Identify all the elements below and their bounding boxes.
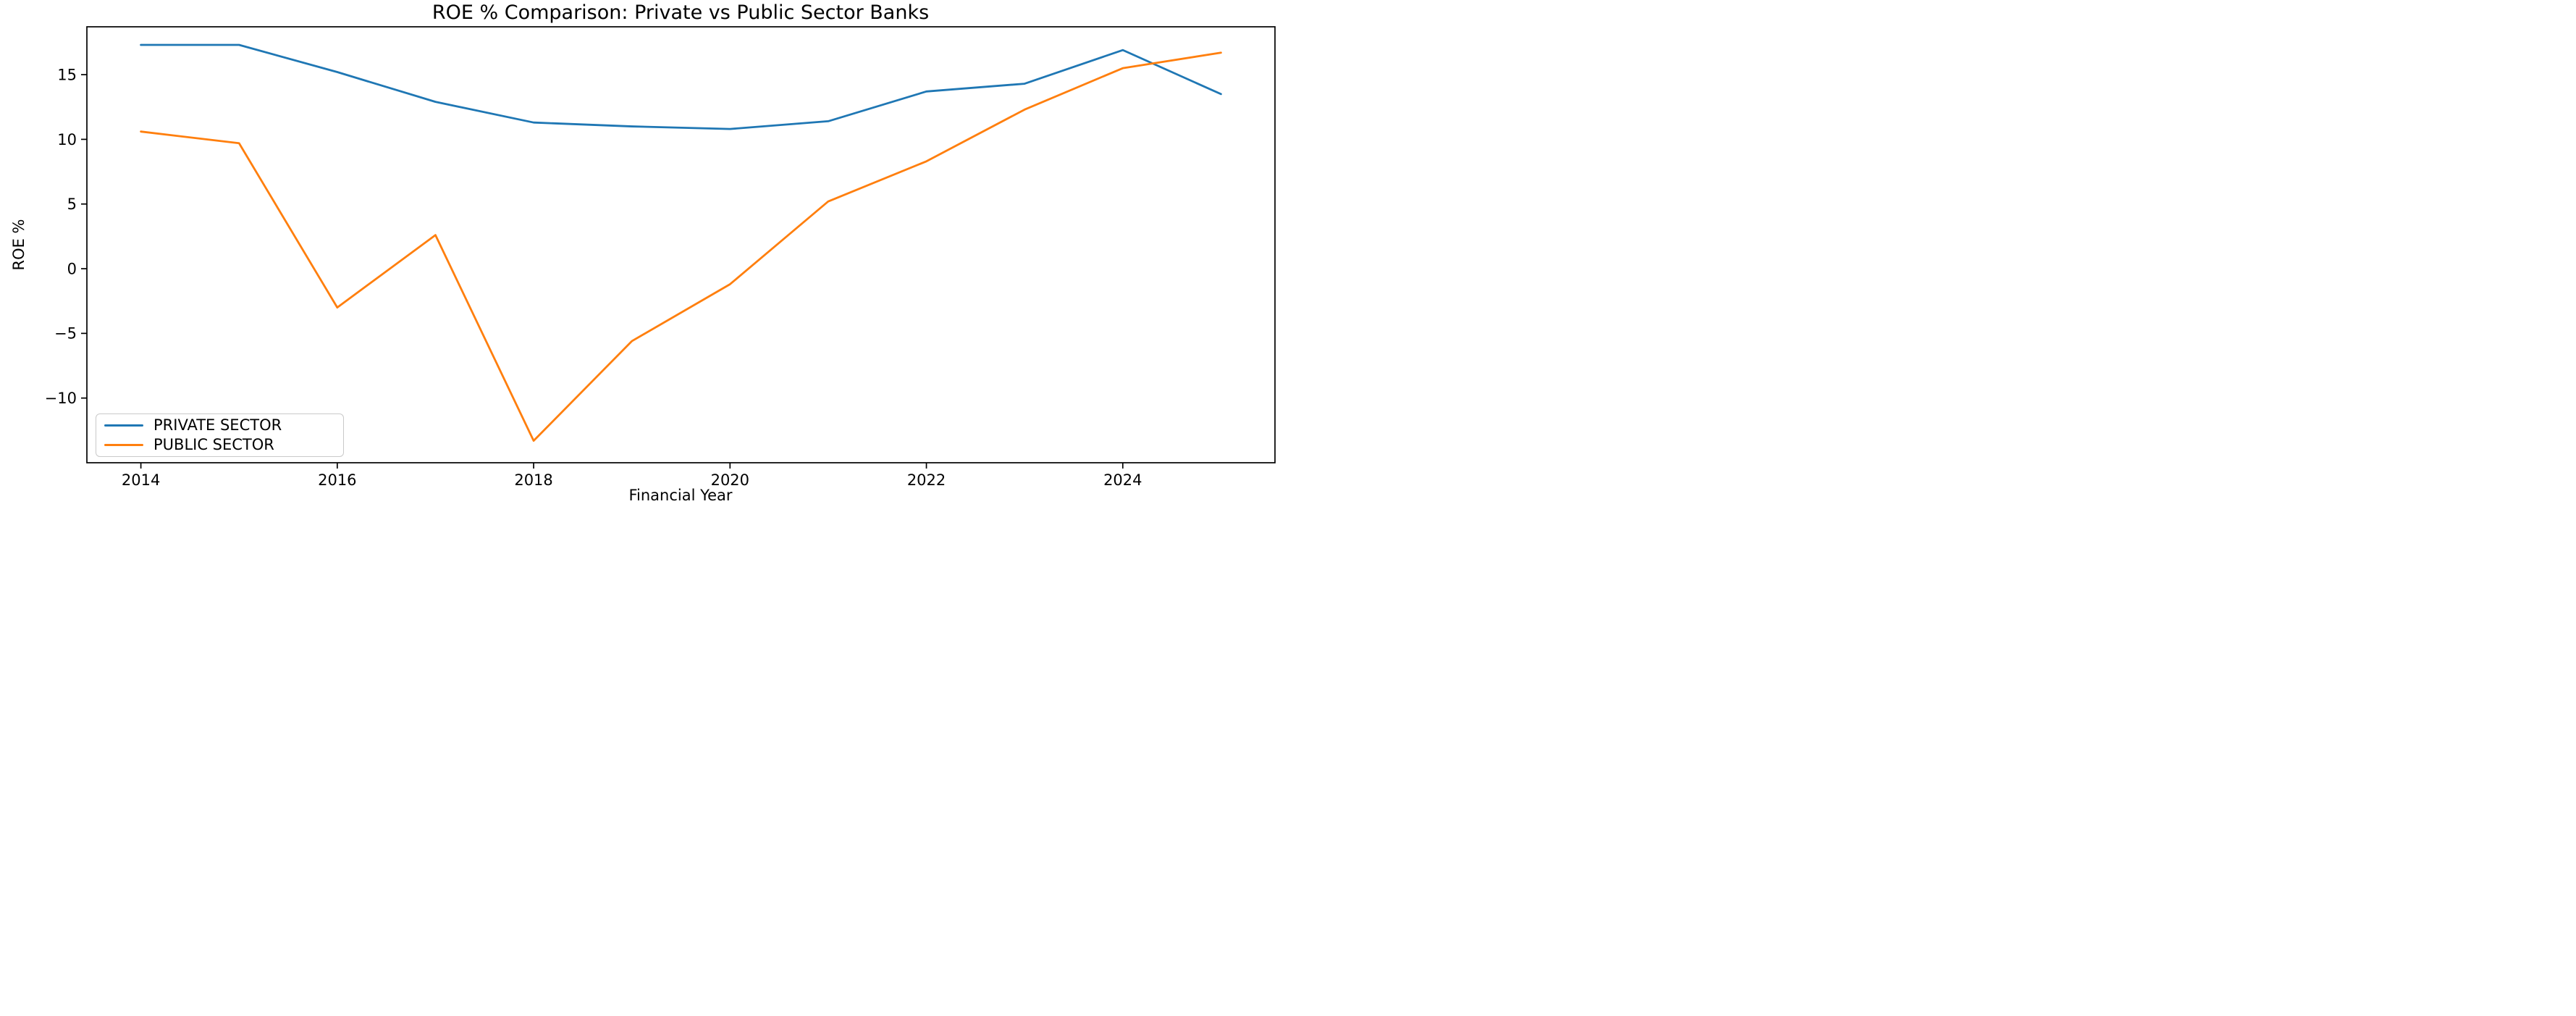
y-tick-label: 15 bbox=[57, 66, 77, 83]
x-tick-label: 2016 bbox=[318, 471, 356, 489]
y-tick-label: −5 bbox=[54, 325, 77, 343]
y-tick-label: 10 bbox=[57, 131, 77, 148]
x-tick-label: 2018 bbox=[514, 471, 552, 489]
legend-line-sample-private bbox=[104, 424, 143, 427]
chart-title: ROE % Comparison: Private vs Public Sect… bbox=[432, 1, 930, 24]
legend-item-private-sector: PRIVATE SECTOR bbox=[104, 417, 343, 434]
x-tick-label: 2014 bbox=[122, 471, 160, 489]
y-axis-label: ROE % bbox=[10, 219, 28, 271]
x-axis-label: Financial Year bbox=[628, 487, 733, 504]
legend-label-public: PUBLIC SECTOR bbox=[153, 436, 274, 453]
roe-comparison-figure: 2014 2016 2018 2020 2022 2024 15 10 5 0 −5 −10 ROE … bbox=[0, 0, 1288, 508]
legend-label-private: PRIVATE SECTOR bbox=[153, 416, 282, 434]
y-tick-label: −10 bbox=[45, 390, 77, 407]
x-tick-label: 2020 bbox=[711, 471, 749, 489]
y-tick-label: 5 bbox=[67, 196, 77, 213]
roe-line-chart: 2014 2016 2018 2020 2022 2024 15 10 5 0 −5 −10 bbox=[45, 26, 1276, 489]
private-sector-line bbox=[140, 43, 1222, 130]
legend: PRIVATE SECTOR PUBLIC SECTOR bbox=[96, 413, 344, 457]
legend-item-public-sector: PUBLIC SECTOR bbox=[104, 437, 343, 454]
y-tick-label: 0 bbox=[67, 260, 77, 277]
public-sector-line bbox=[140, 51, 1222, 442]
legend-line-sample-public bbox=[104, 443, 143, 447]
x-tick-label: 2024 bbox=[1103, 471, 1142, 489]
x-tick-label: 2022 bbox=[907, 471, 946, 489]
plot-border bbox=[86, 26, 1276, 463]
